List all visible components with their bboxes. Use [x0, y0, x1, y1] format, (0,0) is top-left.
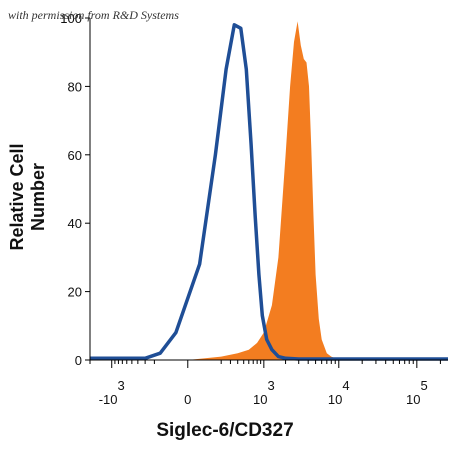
x-tick-label: -103 — [99, 378, 125, 407]
watermark: with permission from R&D Systems — [8, 8, 179, 22]
y-tick-label: 40 — [68, 216, 82, 231]
series-line — [90, 23, 448, 361]
series-area — [187, 21, 345, 361]
x-tick-label: 105 — [406, 378, 428, 407]
y-axis-title: Relative Cell Number — [7, 107, 48, 287]
y-tick-label: 60 — [68, 148, 82, 163]
x-tick-label: 103 — [253, 378, 275, 407]
y-tick-label: 0 — [75, 353, 82, 368]
y-tick-label: 100 — [60, 11, 82, 26]
y-tick-label: 20 — [68, 285, 82, 300]
y-tick-label: 80 — [68, 79, 82, 94]
x-axis-label: Siglec-6/CD327 — [156, 420, 294, 441]
chart-axes: 0 20 40 60 80 100 -103 0 103 104 105 — [60, 11, 448, 407]
x-tick-label: 104 — [328, 378, 350, 407]
x-tick-label: 0 — [184, 392, 191, 407]
